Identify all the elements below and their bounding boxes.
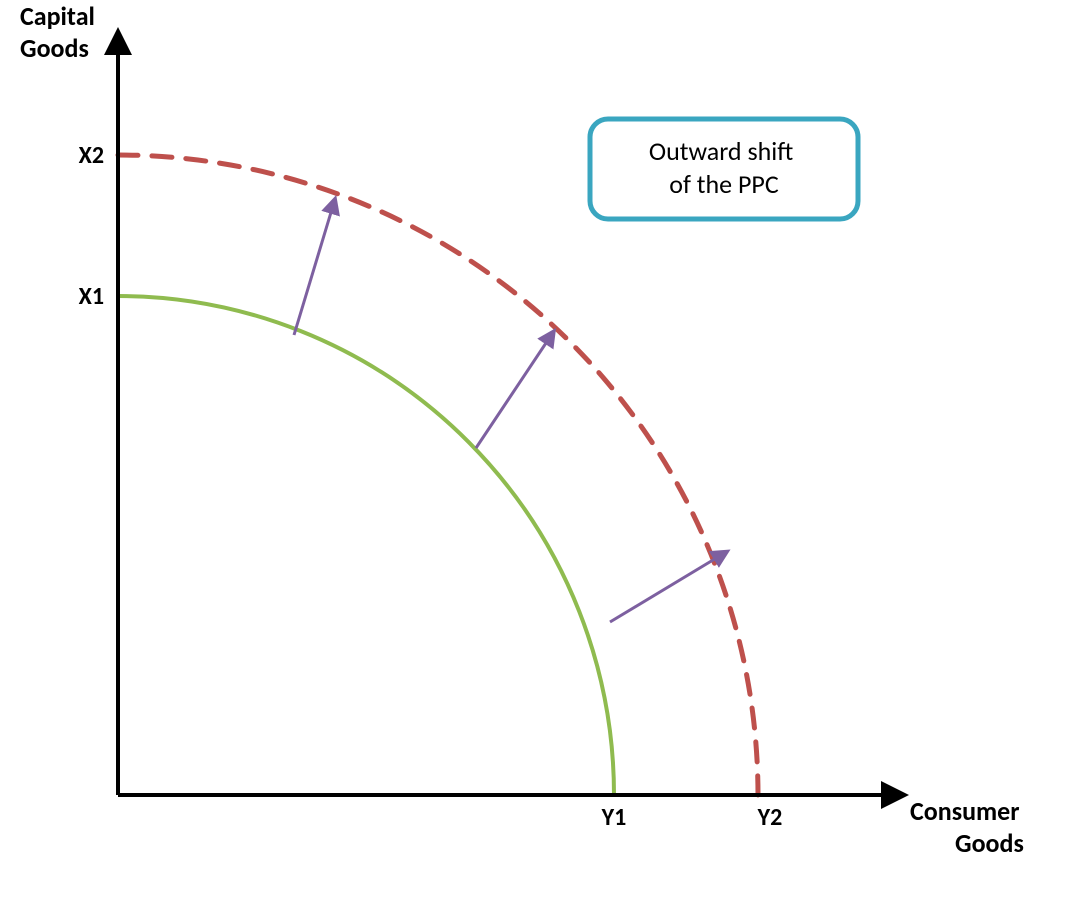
callout-line2: of the PPC [669,168,779,200]
tick-y1: Y1 [601,803,627,832]
x-axis-label-line1: Consumer [910,795,1020,827]
shift-arrow-1 [294,209,332,335]
y-axis-label-line1: Capital [20,0,95,32]
tick-x2: X2 [79,141,104,170]
tick-x1: X1 [79,282,104,311]
shift-arrows [294,209,718,622]
tick-y2: Y2 [757,803,783,832]
ppc-curve-inner [118,296,614,795]
callout-line1: Outward shift [649,135,793,167]
ppc-diagram: Capital Goods Consumer Goods X2 X1 Y1 Y2… [0,0,1080,898]
ppc-curve-outer [118,155,758,795]
x-axis-label-line2: Goods [955,827,1024,859]
svg-text:Outward shift of the PPC: Outward shift of the PPC [649,135,799,200]
callout-box: Outward shift of the PPC [590,119,858,219]
shift-arrow-2 [476,340,548,448]
y-axis-label: Capital Goods [20,0,101,64]
y-axis-label-line2: Goods [20,32,89,64]
shift-arrow-3 [610,557,718,622]
x-axis-label: Consumer Goods [910,795,1025,859]
